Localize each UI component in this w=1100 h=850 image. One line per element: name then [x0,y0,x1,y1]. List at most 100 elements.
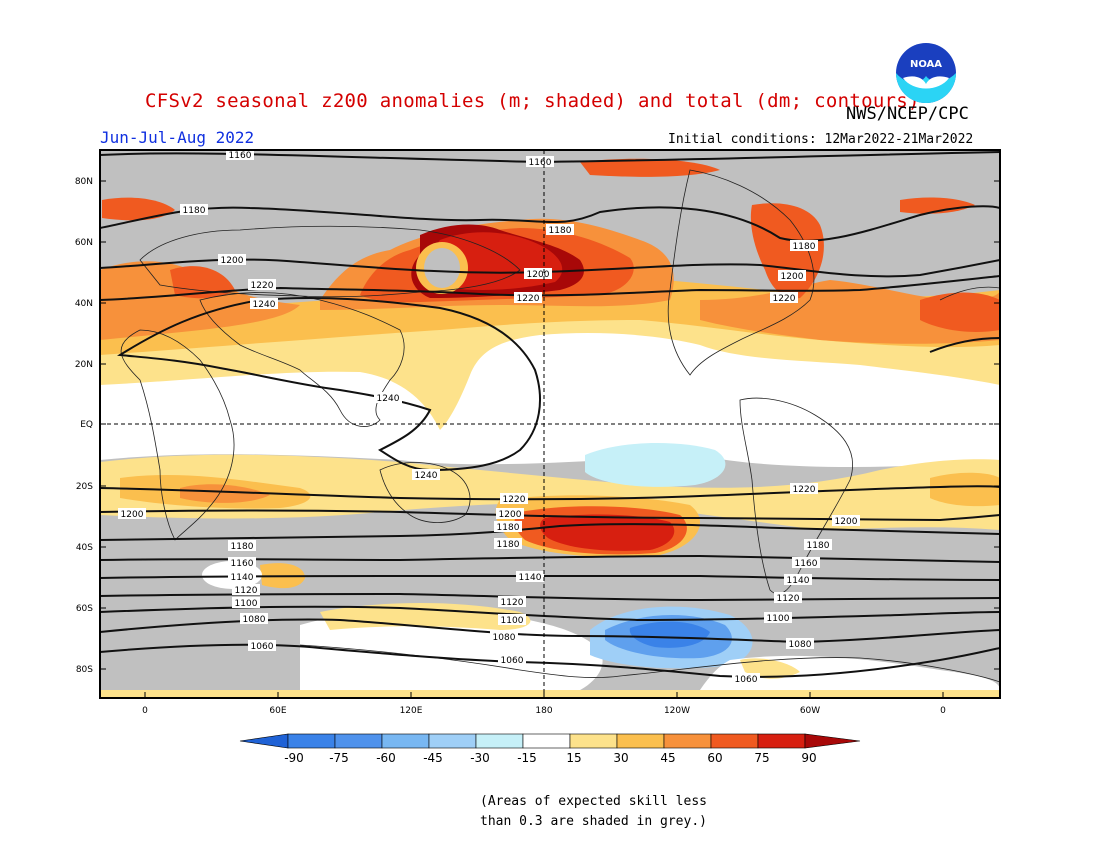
europe-red [170,266,235,299]
lat-label: 20N [75,360,93,370]
colorbar-tick: 45 [660,751,675,765]
pacific-negative-anomaly [585,443,726,487]
lon-label: 0 [142,706,148,716]
svg-text:1180: 1180 [807,541,830,551]
contour-label: 1180 [790,240,818,252]
contour-label: 1160 [792,557,820,569]
colorbar-cell [287,733,336,749]
svg-text:1080: 1080 [493,633,516,643]
svg-text:1140: 1140 [231,573,254,583]
svg-text:1140: 1140 [787,576,810,586]
lon-label: 0 [940,706,946,716]
lat-label: 60N [75,238,93,248]
colorbar-cell [663,733,712,749]
europe-north-red [102,197,175,221]
contour-label: 1080 [490,631,518,643]
colorbar-tick: -15 [517,751,537,765]
sh-orange-indian [180,484,270,503]
contour-label: 1240 [374,392,402,404]
logo-text: NOAA [910,59,942,70]
contour-label: 1200 [778,270,806,282]
map-title: CFSv2 seasonal z200 anomalies (m; shaded… [145,90,920,112]
contour-1060-sh [100,643,1000,678]
lon-label: 180 [535,706,552,716]
svg-text:1180: 1180 [497,540,520,550]
svg-text:1220: 1220 [773,294,796,304]
colorbar-cell [381,733,430,749]
svg-text:1220: 1220 [517,294,540,304]
svg-text:1060: 1060 [251,642,274,652]
asia-trough-grey [424,248,460,288]
svg-text:1120: 1120 [777,594,800,604]
contour-label: 1100 [232,597,260,609]
svg-text:1080: 1080 [789,640,812,650]
colorbar-cell [710,733,759,749]
contour-label: 1160 [526,156,554,168]
svg-text:1220: 1220 [503,495,526,505]
svg-text:1120: 1120 [235,586,258,596]
svg-text:1200: 1200 [527,270,550,280]
contour-label: 1140 [784,574,812,586]
contour-1220-sh [100,485,1000,501]
colorbar-tick: -75 [329,751,349,765]
svg-text:1200: 1200 [121,510,144,520]
colorbar-tick: 30 [613,751,628,765]
contour-1200-sh [100,509,1000,522]
colorbar-tick: 90 [801,751,816,765]
contour-label: 1120 [232,584,260,596]
svg-text:1220: 1220 [251,281,274,291]
contour-label: 1140 [228,571,256,583]
sh-orange-atlantic [930,472,1000,507]
svg-text:1180: 1180 [497,523,520,533]
colorbar-cell [757,733,806,749]
contour-1200-nh [100,258,1000,278]
contour-label: 1120 [774,592,802,604]
atlantic-red [920,292,1000,332]
colorbar-cell [475,733,524,749]
latitude-axis: 80N 60N 40N 20N EQ 20S 40S 60S 80S [75,177,1000,675]
svg-text:1240: 1240 [415,471,438,481]
svg-text:1140: 1140 [519,573,542,583]
contour-1240-east [929,337,1000,353]
colorbar-tick: 60 [707,751,722,765]
colorbar-cell [569,733,618,749]
contour-label: 1180 [494,521,522,533]
colorbar-tick: 75 [754,751,769,765]
svg-text:1100: 1100 [501,616,524,626]
svg-text:1100: 1100 [235,599,258,609]
contour-label: 1160 [226,150,254,161]
contour-label: 1200 [524,268,552,280]
contour-label: 1220 [514,292,542,304]
svg-text:1180: 1180 [793,242,816,252]
contour-label: 1060 [248,640,276,652]
antarctic-white [300,608,603,698]
antarctic-blue-dark [629,621,710,648]
contour-label: 1200 [496,508,524,520]
colorbar: -90 -75 -60 -45 -30 -15 15 30 45 60 75 9… [239,733,861,765]
svg-text:1180: 1180 [231,542,254,552]
colorbar-tick: -90 [284,751,304,765]
contour-1100-sh [100,605,1000,622]
arctic-red-east [580,158,720,177]
initial-conditions-label: Initial conditions: 12Mar2022-21Mar2022 [668,132,974,147]
colorbar-cell [616,733,665,749]
skill-footnote-line: (Areas of expected skill less [480,794,707,809]
contour-label: 1220 [790,483,818,495]
lat-label: 60S [76,604,93,614]
longitude-axis: 0 60E 120E 180 120W 60W 0 [142,692,946,716]
svg-text:1240: 1240 [253,300,276,310]
svg-text:1200: 1200 [221,256,244,266]
colorbar-cell [428,733,477,749]
svg-text:1220: 1220 [793,485,816,495]
svg-text:1120: 1120 [501,598,524,608]
contour-label: 1180 [494,538,522,550]
contour-label: 1100 [498,614,526,626]
svg-text:1180: 1180 [183,206,206,216]
svg-text:1200: 1200 [781,272,804,282]
contour-labels: 1160 1160 1180 1180 1180 1200 1200 1200 … [118,150,860,685]
contour-label: 1080 [786,638,814,650]
antarctic-yellow-south [100,690,1000,698]
svg-text:1180: 1180 [549,226,572,236]
lat-label: EQ [80,420,93,430]
contour-label: 1180 [180,204,208,216]
